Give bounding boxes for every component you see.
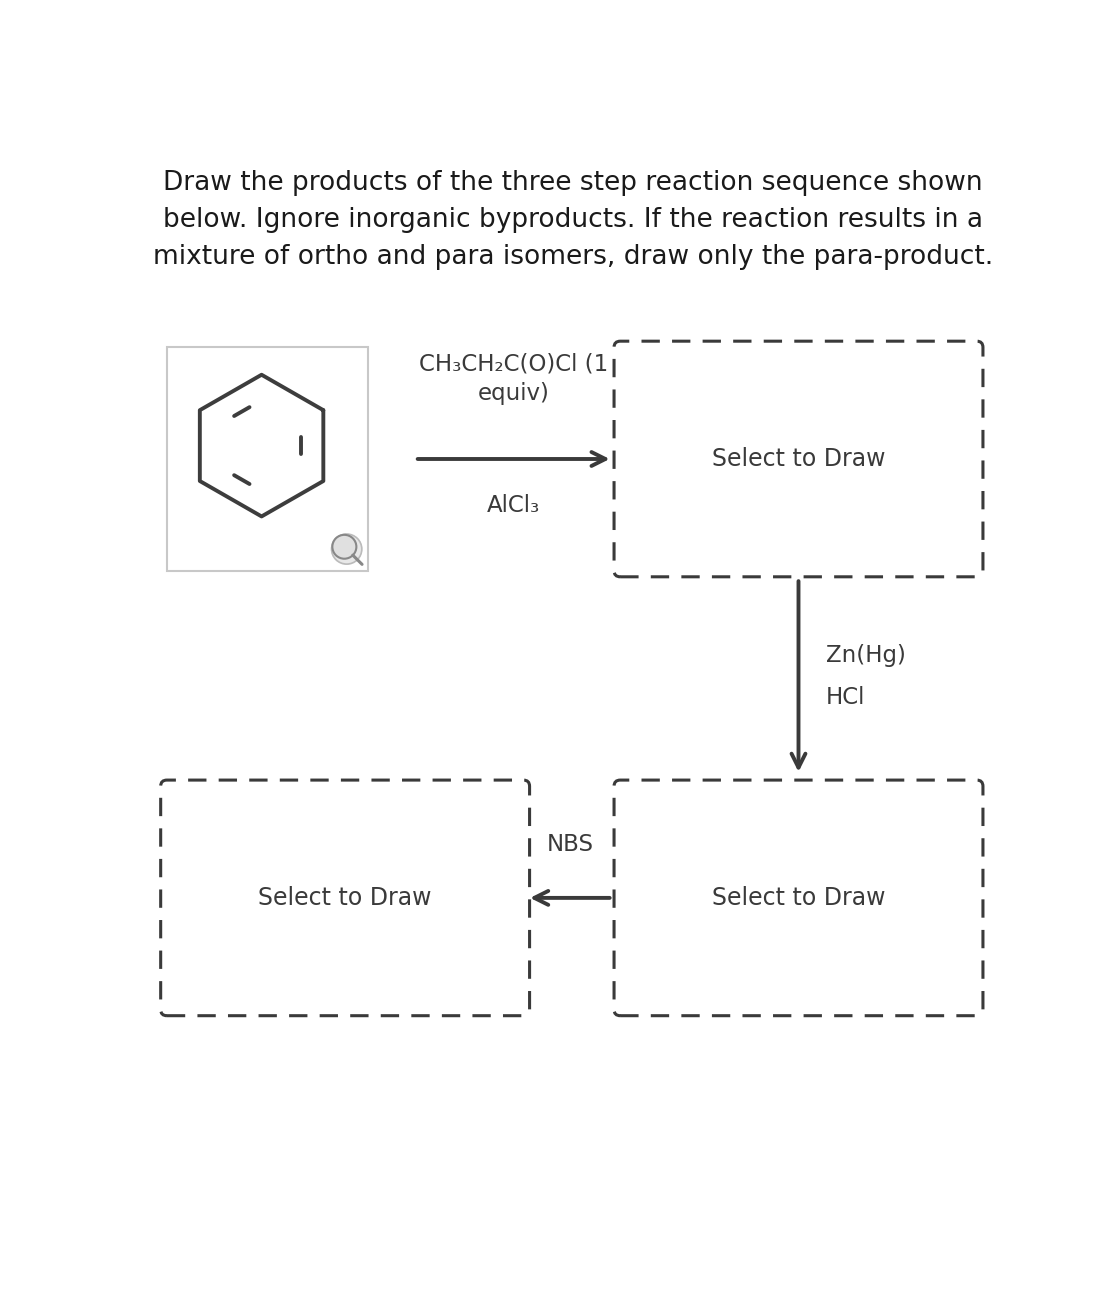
Text: NBS: NBS xyxy=(547,833,594,855)
Circle shape xyxy=(332,534,362,565)
FancyBboxPatch shape xyxy=(614,341,983,576)
Text: HCl: HCl xyxy=(825,686,865,709)
FancyBboxPatch shape xyxy=(161,780,530,1016)
Text: CH₃CH₂C(O)Cl (1
equiv): CH₃CH₂C(O)Cl (1 equiv) xyxy=(419,353,608,405)
FancyBboxPatch shape xyxy=(614,780,983,1016)
Text: Select to Draw: Select to Draw xyxy=(712,447,885,471)
Text: Draw the products of the three step reaction sequence shown
below. Ignore inorga: Draw the products of the three step reac… xyxy=(153,170,993,270)
Text: Select to Draw: Select to Draw xyxy=(712,886,885,909)
Text: AlCl₃: AlCl₃ xyxy=(487,494,540,517)
Text: Select to Draw: Select to Draw xyxy=(258,886,432,909)
Bar xyxy=(167,347,368,571)
Text: Zn(Hg): Zn(Hg) xyxy=(825,644,906,667)
Circle shape xyxy=(332,534,357,559)
